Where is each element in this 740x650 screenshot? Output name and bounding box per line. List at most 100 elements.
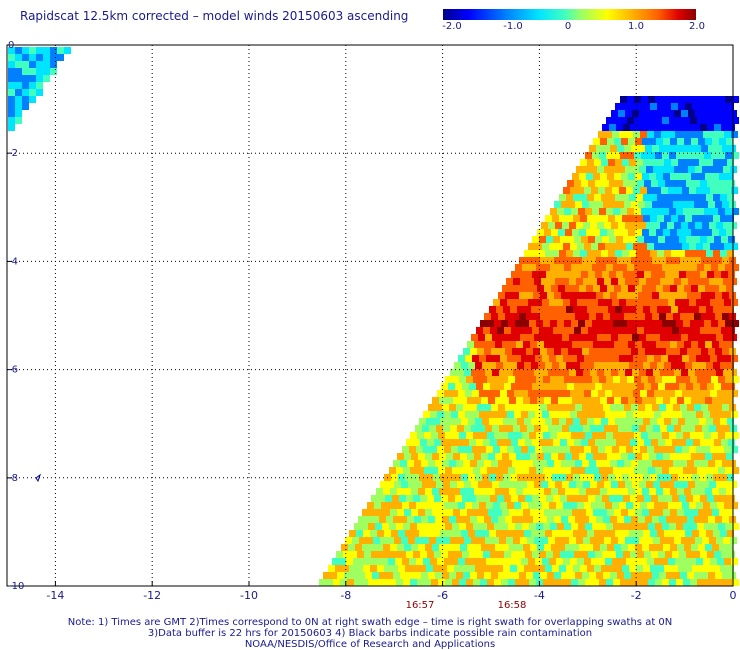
wind-cell (470, 348, 477, 355)
wind-cell (442, 404, 449, 411)
wind-cell (709, 222, 716, 229)
wind-cell (710, 502, 717, 509)
wind-cell (344, 572, 351, 579)
wind-cell (561, 460, 568, 467)
wind-cell (532, 236, 539, 243)
wind-cell (572, 453, 579, 460)
wind-cell (484, 460, 491, 467)
wind-cell (567, 271, 574, 278)
wind-cell (709, 537, 716, 544)
wind-cell (517, 474, 524, 481)
wind-cell (371, 495, 378, 502)
wind-cell (519, 572, 526, 579)
wind-cell (614, 341, 621, 348)
wind-cell (507, 558, 514, 565)
wind-cell (465, 446, 472, 453)
wind-cell (668, 243, 675, 250)
wind-cell (531, 530, 538, 537)
wind-cell (563, 502, 570, 509)
wind-cell (485, 425, 492, 432)
wind-cell (681, 278, 688, 285)
wind-cell (693, 180, 700, 187)
wind-cell (541, 537, 548, 544)
wind-cell (519, 460, 526, 467)
wind-cell (441, 551, 448, 558)
wind-cell (368, 579, 375, 586)
wind-cell (645, 292, 652, 299)
wind-cell (603, 348, 610, 355)
wind-cell (723, 369, 730, 376)
wind-cell (684, 488, 691, 495)
wind-cell (643, 474, 650, 481)
wind-cell (658, 271, 665, 278)
wind-cell (527, 537, 534, 544)
wind-cell (510, 530, 517, 537)
wind-cell (610, 292, 617, 299)
wind-cell (442, 516, 449, 523)
wind-cell (614, 285, 621, 292)
wind-cell (425, 488, 432, 495)
wind-cell (572, 229, 579, 236)
wind-cell (639, 166, 646, 173)
wind-cell (360, 558, 367, 565)
wind-cell (22, 61, 29, 68)
wind-cell (419, 474, 426, 481)
wind-cell (592, 152, 599, 159)
wind-cell (555, 537, 562, 544)
wind-cell (669, 96, 676, 103)
wind-cell (616, 271, 623, 278)
wind-cell (385, 551, 392, 558)
wind-cell (681, 425, 688, 432)
wind-cell (705, 229, 712, 236)
wind-cell (502, 488, 509, 495)
wind-cell (713, 250, 720, 257)
wind-cell (506, 278, 513, 285)
wind-cell (724, 558, 731, 565)
wind-cell (630, 327, 637, 334)
wind-cell (537, 397, 544, 404)
wind-cell (431, 523, 438, 530)
wind-cell (545, 306, 552, 313)
wind-cell (545, 565, 552, 572)
wind-cell (720, 418, 727, 425)
wind-cell (622, 306, 629, 313)
wind-cell (656, 341, 663, 348)
wind-cell (727, 362, 734, 369)
wind-cell (563, 390, 570, 397)
wind-cell (689, 187, 696, 194)
wind-cell (694, 292, 701, 299)
wind-cell (576, 334, 583, 341)
wind-cell (438, 467, 445, 474)
wind-cell (416, 502, 423, 509)
wind-cell (438, 579, 445, 586)
wind-cell (509, 453, 516, 460)
wind-cell (669, 264, 676, 271)
wind-cell (579, 229, 586, 236)
wind-cell (496, 530, 503, 537)
wind-cell (503, 474, 510, 481)
wind-cell (645, 516, 652, 523)
wind-cell (601, 250, 608, 257)
wind-cell (724, 187, 731, 194)
wind-cell (649, 138, 656, 145)
wind-cell (711, 117, 718, 124)
wind-cell (668, 299, 675, 306)
wind-cell (365, 572, 372, 579)
wind-cell (718, 152, 725, 159)
wind-cell (605, 502, 612, 509)
wind-cell (676, 523, 683, 530)
wind-cell (573, 530, 580, 537)
wind-cell (499, 425, 506, 432)
wind-cell (566, 565, 573, 572)
wind-cell (390, 509, 397, 516)
wind-cell (472, 558, 479, 565)
wind-cell (690, 467, 697, 474)
wind-cell (465, 411, 472, 418)
wind-cell (653, 481, 660, 488)
wind-cell (687, 460, 694, 467)
wind-cell (624, 516, 631, 523)
wind-cell (443, 481, 450, 488)
wind-cell (498, 292, 505, 299)
wind-cell (449, 572, 456, 579)
wind-cell (8, 103, 15, 110)
